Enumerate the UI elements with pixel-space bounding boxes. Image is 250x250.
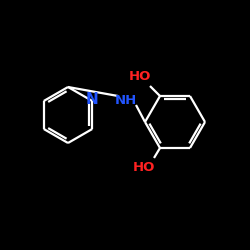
Text: N: N [86, 92, 98, 108]
Text: HO: HO [133, 162, 155, 174]
Text: HO: HO [129, 70, 151, 82]
Text: NH: NH [115, 94, 137, 106]
